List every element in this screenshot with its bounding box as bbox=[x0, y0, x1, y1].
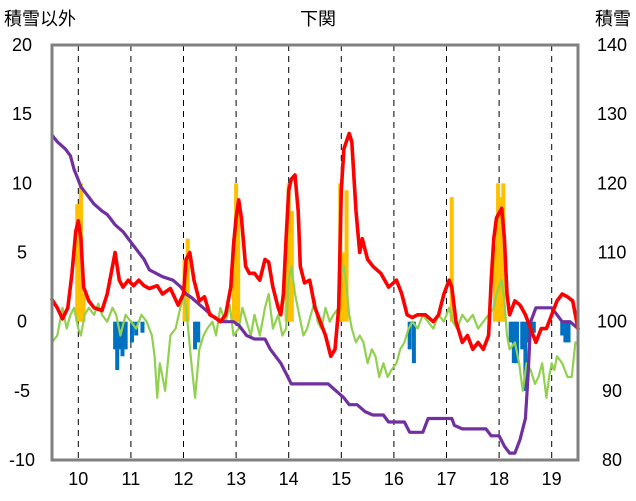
precip-bar bbox=[496, 183, 501, 322]
right-y-tick: 140 bbox=[597, 35, 627, 55]
right-y-tick: 100 bbox=[597, 312, 627, 332]
precip-bar bbox=[341, 252, 346, 322]
lines bbox=[50, 131, 580, 455]
negative-bar bbox=[129, 321, 134, 343]
negative-bar bbox=[123, 321, 128, 350]
x-tick-15: 15 bbox=[331, 469, 351, 489]
right-y-tick: 130 bbox=[597, 104, 627, 124]
x-tick-12: 12 bbox=[173, 469, 193, 489]
negative-bar bbox=[523, 321, 528, 391]
plot-frame bbox=[50, 43, 580, 462]
negative-bar bbox=[140, 321, 145, 333]
negative-bar bbox=[407, 321, 412, 350]
negative-bar bbox=[563, 321, 568, 343]
precip-bar bbox=[492, 245, 497, 322]
negative-bar bbox=[411, 321, 416, 364]
x-tick-18: 18 bbox=[489, 469, 509, 489]
x-tick-17: 17 bbox=[436, 469, 456, 489]
right-y-tick: 120 bbox=[597, 173, 627, 193]
left-y-tick: -10 bbox=[9, 450, 35, 470]
negative-bar bbox=[560, 321, 565, 336]
precip-bar bbox=[499, 197, 504, 322]
left-y-tick: 20 bbox=[12, 35, 32, 55]
negative-bar bbox=[120, 321, 125, 357]
precip-bar bbox=[286, 183, 291, 322]
left-y-tick: -5 bbox=[14, 381, 30, 401]
x-tick-16: 16 bbox=[384, 469, 404, 489]
precip-bar bbox=[284, 238, 289, 322]
precip-bar bbox=[234, 183, 239, 322]
right-axis-label: 積雪 bbox=[595, 9, 631, 29]
left-axis-label: 積雪以外 bbox=[4, 9, 76, 29]
snow-depth-line bbox=[50, 133, 580, 455]
precip-bar bbox=[236, 204, 241, 322]
tick-labels: 10 11 12 13 14 15 16 17 18 19 20 15 10 5 0 -5 -10 140 130 1… bbox=[9, 35, 627, 489]
x-tick-11: 11 bbox=[122, 469, 141, 489]
temperature-line bbox=[50, 131, 580, 359]
precip-bar bbox=[344, 190, 349, 322]
x-tick-19: 19 bbox=[542, 469, 562, 489]
negative-bar bbox=[526, 321, 531, 343]
precip-bar bbox=[231, 238, 236, 322]
negative-bar bbox=[113, 321, 118, 350]
right-y-tick: 80 bbox=[602, 450, 622, 470]
precip-bar bbox=[185, 238, 190, 322]
left-y-tick: 0 bbox=[17, 312, 27, 332]
precip-bar bbox=[449, 197, 454, 322]
precip-bar bbox=[75, 204, 80, 322]
left-y-tick: 15 bbox=[12, 104, 32, 124]
negative-bar bbox=[566, 321, 571, 343]
x-tick-10: 10 bbox=[68, 469, 88, 489]
x-tick-13: 13 bbox=[226, 469, 246, 489]
negative-bar bbox=[508, 321, 513, 343]
negative-bar bbox=[115, 321, 120, 371]
negative-bar bbox=[514, 321, 519, 364]
negative-bar bbox=[193, 321, 198, 350]
negative-bar bbox=[520, 321, 525, 350]
right-y-tick: 90 bbox=[602, 381, 622, 401]
left-y-tick: 5 bbox=[17, 243, 27, 263]
grid bbox=[77, 45, 553, 460]
x-tick-14: 14 bbox=[279, 469, 299, 489]
right-y-tick: 110 bbox=[598, 243, 627, 263]
negative-bar bbox=[196, 321, 201, 343]
negative-bar bbox=[531, 321, 536, 333]
chart-title: 下関 bbox=[300, 9, 336, 29]
precip-bar bbox=[81, 294, 86, 322]
left-y-tick: 10 bbox=[12, 173, 32, 193]
